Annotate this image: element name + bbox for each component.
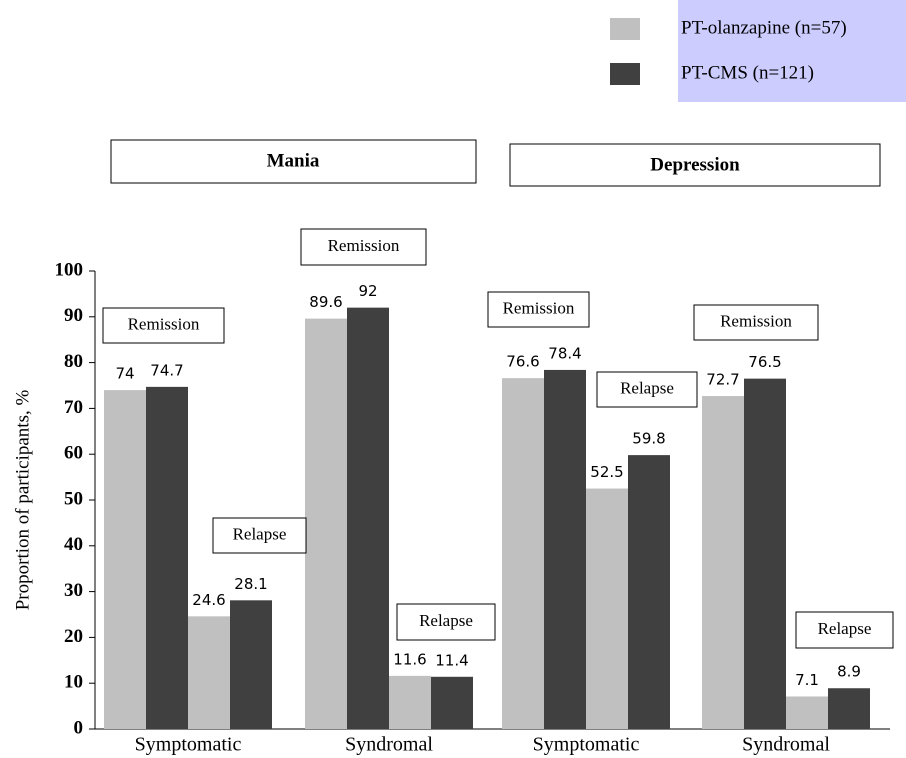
bar: [431, 676, 473, 729]
y-tick-label: 80: [64, 351, 83, 372]
y-axis-title: Proportion of participants, %: [12, 390, 33, 611]
panel-label: Depression: [650, 154, 740, 175]
value-label: 24.6: [192, 591, 225, 609]
value-label: 74: [115, 365, 134, 383]
legend-swatch: [610, 18, 640, 40]
category-label: Relapse: [233, 524, 287, 543]
bar: [544, 369, 586, 729]
y-tick-label: 90: [64, 305, 83, 326]
bar: [502, 378, 544, 729]
value-label: 72.7: [706, 371, 739, 389]
value-label: 76.5: [748, 353, 781, 371]
category-label: Relapse: [419, 611, 473, 630]
y-tick-label: 10: [64, 672, 83, 693]
value-label: 76.6: [506, 353, 539, 371]
annotation-box: [212, 517, 307, 554]
bar: [305, 318, 347, 729]
value-label: 11.4: [435, 651, 468, 669]
bar: [586, 488, 628, 729]
y-tick-label: 60: [64, 443, 83, 464]
panel-label: Mania: [267, 150, 320, 171]
bar: [347, 307, 389, 729]
annotation-box: [396, 603, 496, 641]
y-tick-label: 0: [74, 717, 84, 738]
value-label: 59.8: [632, 430, 665, 448]
bar: [628, 455, 670, 729]
annotation-box: [693, 304, 819, 341]
y-tick-label: 70: [64, 397, 83, 418]
value-label: 74.7: [150, 361, 183, 379]
category-label: Remission: [720, 311, 792, 330]
annotation-box: [795, 611, 894, 649]
annotation-box: [102, 307, 225, 344]
value-label: 8.9: [837, 663, 861, 681]
bar: [230, 600, 272, 729]
x-group-label: Symptomatic: [533, 734, 640, 756]
value-label: 78.4: [548, 344, 581, 362]
panel-box: [110, 139, 477, 184]
x-group-label: Syndromal: [742, 734, 830, 756]
value-label: 7.1: [795, 671, 819, 689]
bar: [188, 616, 230, 729]
legend-label: PT-CMS (n=121): [681, 62, 814, 83]
bar: [104, 390, 146, 729]
legend-background: [678, 0, 906, 102]
x-group-label: Symptomatic: [135, 734, 242, 756]
y-tick-label: 50: [64, 488, 83, 509]
bar: [702, 396, 744, 729]
value-label: 92: [358, 282, 377, 300]
bar: [744, 378, 786, 729]
category-label: Remission: [503, 298, 575, 317]
value-label: 52.5: [590, 463, 623, 481]
y-tick-label: 40: [64, 534, 83, 555]
category-label: Remission: [128, 314, 200, 333]
y-tick-label: 30: [64, 580, 83, 601]
value-label: 28.1: [234, 575, 267, 593]
category-label: Remission: [328, 236, 400, 255]
y-tick-label: 20: [64, 626, 83, 647]
x-group-label: Syndromal: [345, 734, 433, 756]
category-label: Relapse: [818, 619, 872, 638]
annotation-box: [300, 228, 427, 266]
y-tick-label: 100: [55, 259, 84, 280]
bar: [146, 386, 188, 729]
annotation-box: [596, 371, 698, 408]
value-label: 89.6: [309, 293, 342, 311]
bar: [389, 675, 431, 729]
bar: [786, 696, 828, 729]
legend-label: PT-olanzapine (n=57): [681, 17, 847, 38]
annotation-box: [487, 291, 590, 328]
bar: [828, 688, 870, 729]
value-label: 11.6: [393, 650, 426, 668]
category-label: Relapse: [620, 378, 674, 397]
legend-swatch: [610, 63, 640, 85]
panel-box: [509, 143, 881, 187]
